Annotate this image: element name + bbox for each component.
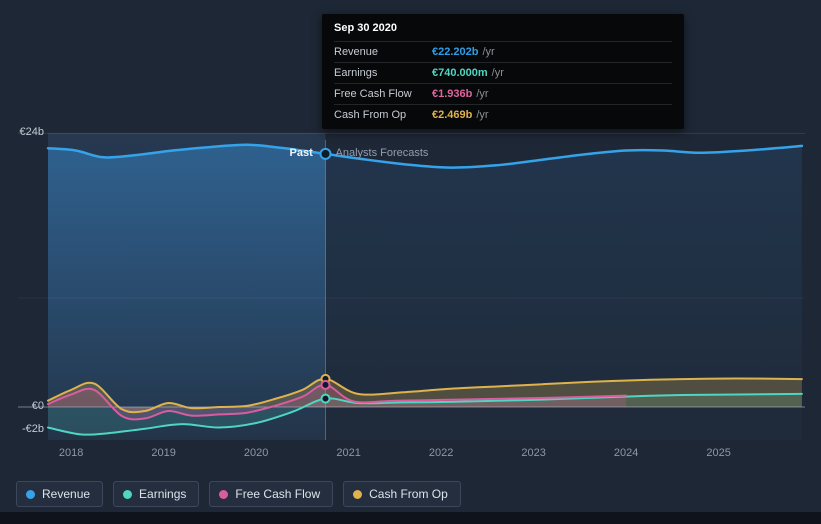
- tooltip-row-value: €22.202b: [432, 46, 479, 58]
- analysts-forecasts-label: Analysts Forecasts: [335, 147, 429, 159]
- legend-label: Earnings: [139, 487, 187, 501]
- line-cash-from-op: [47, 377, 803, 414]
- bottom-strip: [0, 512, 821, 524]
- area-earnings: [48, 393, 802, 435]
- tooltip-row-earnings: Earnings €740.000m/yr: [334, 62, 672, 83]
- tooltip-row-label: Cash From Op: [334, 109, 407, 121]
- legend-item-cash-from-op[interactable]: Cash From Op: [343, 481, 461, 507]
- legend-item-free-cash-flow[interactable]: Free Cash Flow: [209, 481, 334, 507]
- legend-dot-icon: [123, 489, 133, 499]
- line-revenue: [46, 143, 804, 169]
- x-tick-2022: 2022: [428, 447, 454, 459]
- revenue-area-past: [48, 144, 326, 440]
- marker-revenue: [319, 147, 332, 160]
- tooltip-row-free-cash-flow: Free Cash Flow €1.936b/yr: [334, 83, 672, 104]
- tooltip-row-value: €740.000m: [432, 67, 488, 79]
- past-label: Past: [289, 147, 313, 159]
- y-tick-0: €0: [31, 400, 44, 412]
- x-tick-2018: 2018: [58, 447, 84, 459]
- x-tick-2024: 2024: [613, 447, 639, 459]
- tooltip-row-unit: /yr: [491, 67, 504, 79]
- tooltip-row-cash-from-op: Cash From Op €2.469b/yr: [334, 104, 672, 125]
- tooltip-row-unit: /yr: [476, 88, 489, 100]
- x-tick-2019: 2019: [151, 447, 176, 459]
- tooltip-row-label: Earnings: [334, 67, 378, 79]
- x-tick-2021: 2021: [336, 447, 361, 459]
- legend-label: Revenue: [42, 487, 91, 501]
- tooltip-rows: Revenue €22.202b/yr Earnings €740.000m/yr Fr…: [334, 41, 672, 125]
- tooltip-row-unit: /yr: [482, 46, 495, 58]
- tooltip-date: Sep 30 2020: [334, 22, 397, 34]
- area-cash-from-op: [48, 378, 802, 413]
- marker-free-cash-flow: [320, 379, 331, 390]
- tooltip-row-revenue: Revenue €22.202b/yr: [334, 41, 672, 62]
- revenue-area-forecast: [325, 145, 802, 440]
- tooltip-row-label: Revenue: [334, 46, 379, 58]
- marker-earnings: [320, 393, 331, 404]
- tooltip-row-value: €1.936b: [432, 88, 473, 100]
- area-free-cash-flow: [48, 384, 627, 420]
- x-tick-2020: 2020: [243, 447, 269, 459]
- legend-item-earnings[interactable]: Earnings: [113, 481, 200, 507]
- tooltip-row-unit: /yr: [476, 109, 489, 121]
- x-tick-2023: 2023: [521, 447, 546, 459]
- x-tick-2025: 2025: [706, 447, 731, 459]
- legend-item-revenue[interactable]: Revenue: [16, 481, 104, 507]
- legend-dot-icon: [26, 489, 35, 499]
- y-tick-24b: €24b: [19, 126, 44, 139]
- legend: Revenue Earnings Free Cash Flow Cash From O…: [16, 481, 461, 507]
- line-free-cash-flow: [47, 383, 628, 421]
- tooltip: Sep 30 2020 Revenue €22.202b/yr Earnings €7…: [322, 14, 684, 129]
- legend-dot-icon: [219, 489, 229, 499]
- legend-label: Cash From Op: [369, 487, 448, 501]
- line-earnings: [47, 392, 803, 436]
- tooltip-row-label: Free Cash Flow: [334, 88, 412, 100]
- y-tick--2b: -€2b: [21, 422, 44, 435]
- tooltip-row-value: €2.469b: [432, 109, 473, 121]
- legend-label: Free Cash Flow: [235, 487, 321, 501]
- legend-dot-icon: [353, 489, 363, 499]
